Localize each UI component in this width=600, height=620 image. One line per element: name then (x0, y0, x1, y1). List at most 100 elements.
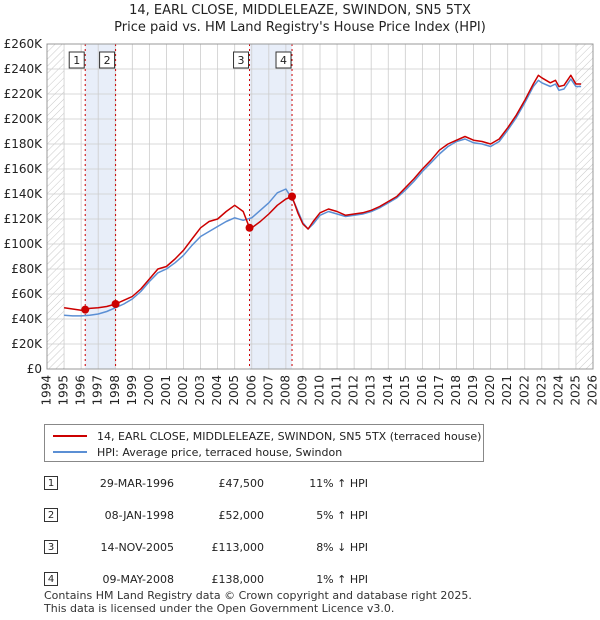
row-price: £113,000 (211, 541, 265, 554)
y-tick-label: £40K (11, 312, 43, 326)
x-tick-label: 2015 (398, 375, 412, 406)
row-date: 29-MAR-1996 (99, 477, 174, 490)
y-axis-ticks: £0 £20K £40K £60K £80K £100K £120K £140K £160K £1… (4, 37, 44, 376)
y-tick-label: £60K (11, 287, 43, 301)
series-lines (63, 74, 582, 317)
y-tick-label: £100K (4, 237, 44, 251)
x-tick-label: 2023 (534, 375, 548, 406)
table-row: 1 29-MAR-1996 £47,500 11% ↑ HPI (44, 476, 444, 492)
x-tick-label: 2010 (313, 375, 327, 406)
row-price: £52,000 (218, 509, 265, 522)
x-tick-label: 2017 (432, 375, 446, 406)
legend-swatch-hpi (53, 451, 87, 453)
x-tick-label: 2004 (210, 375, 224, 406)
x-tick-label: 2006 (244, 375, 258, 406)
transaction-point (111, 300, 120, 308)
x-tick-label: 2011 (330, 375, 344, 406)
x-tick-label: 1994 (40, 375, 54, 406)
x-tick-label: 1995 (57, 375, 71, 406)
x-tick-label: 2024 (551, 375, 565, 406)
x-axis-ticks: 1994 1995 1996 1997 1998 1999 2000 2001 2002 2003… (40, 375, 600, 406)
x-tick-label: 2012 (347, 375, 361, 406)
x-tick-label: 2022 (517, 375, 531, 406)
row-date: 08-JAN-1998 (104, 509, 174, 522)
marker-label-text: 4 (280, 54, 287, 67)
x-tick-label: 2008 (278, 375, 292, 406)
x-tick-label: 2000 (142, 375, 156, 406)
hatched-region (47, 44, 65, 369)
footer-licence: This data is licensed under the Open Gov… (44, 602, 395, 615)
x-tick-label: 2014 (381, 375, 395, 406)
row-hpi: 8% ↓ HPI (316, 541, 368, 554)
row-date: 14-NOV-2005 (100, 541, 174, 554)
x-tick-label: 2018 (449, 375, 463, 406)
x-tick-label: 2021 (500, 375, 514, 406)
row-date: 09-MAY-2008 (102, 573, 174, 586)
x-tick-label: 2025 (568, 375, 582, 406)
x-tick-label: 2001 (159, 375, 173, 406)
row-number-badge: 2 (44, 508, 58, 522)
y-tick-label: £80K (11, 262, 43, 276)
footer-copyright: Contains HM Land Registry data © Crown c… (44, 589, 472, 602)
y-tick-label: £200K (4, 112, 44, 126)
x-tick-label: 2019 (466, 375, 480, 406)
marker-label-text: 2 (104, 54, 111, 67)
x-tick-label: 2003 (193, 375, 207, 406)
legend-item-hpi: HPI: Average price, terraced house, Swin… (53, 444, 342, 460)
x-tick-label: 2026 (586, 375, 600, 406)
shaded-region (249, 44, 293, 369)
marker-label-box (275, 51, 292, 69)
marker-label-text: 3 (238, 54, 245, 67)
y-tick-label: £120K (4, 212, 44, 226)
x-tick-label: 2002 (176, 375, 190, 406)
x-tick-label: 2007 (261, 375, 275, 406)
row-hpi: 11% ↑ HPI (309, 477, 368, 490)
footer: Contains HM Land Registry data © Crown c… (44, 589, 472, 615)
chart-subtitle: Price paid vs. HM Land Registry's House … (114, 20, 486, 35)
series-line-hpi (64, 78, 582, 317)
transaction-point (245, 223, 254, 232)
marker-label-text: 1 (73, 54, 80, 67)
legend-swatch-property (53, 435, 87, 437)
row-number-badge: 1 (44, 476, 58, 490)
table-row: 3 14-NOV-2005 £113,000 8% ↓ HPI (44, 540, 444, 556)
y-tick-label: £0 (27, 362, 42, 376)
series-line-property (63, 74, 582, 312)
x-tick-label: 1997 (91, 375, 105, 406)
hatched-regions (47, 44, 593, 369)
marker-label-box (68, 51, 85, 69)
shaded-regions (85, 44, 293, 369)
row-number-badge: 4 (44, 572, 58, 586)
x-tick-label: 1999 (125, 375, 139, 406)
transaction-points (81, 192, 297, 314)
legend-label-property: 14, EARL CLOSE, MIDDLELEAZE, SWINDON, SN… (97, 429, 482, 443)
y-tick-label: £220K (4, 87, 44, 101)
x-tick-label: 2013 (364, 375, 378, 406)
plot-frame (46, 43, 594, 370)
row-hpi: 5% ↑ HPI (316, 509, 368, 522)
x-tick-label: 2020 (483, 375, 497, 406)
row-hpi: 1% ↑ HPI (316, 573, 368, 586)
x-tick-label: 1998 (108, 375, 122, 406)
x-tick-label: 1996 (74, 375, 88, 406)
hatched-region (575, 44, 593, 369)
legend: 14, EARL CLOSE, MIDDLELEAZE, SWINDON, SN… (44, 424, 484, 462)
y-tick-label: £160K (4, 162, 44, 176)
shaded-region (85, 44, 116, 369)
legend-label-hpi: HPI: Average price, terraced house, Swin… (97, 445, 343, 459)
chart-title: 14, EARL CLOSE, MIDDLELEAZE, SWINDON, SN… (129, 3, 471, 18)
y-tick-label: £240K (4, 62, 44, 76)
legend-item-property: 14, EARL CLOSE, MIDDLELEAZE, SWINDON, SN… (53, 428, 481, 444)
row-price: £138,000 (211, 573, 265, 586)
row-price: £47,500 (218, 477, 265, 490)
table-row: 2 08-JAN-1998 £52,000 5% ↑ HPI (44, 508, 444, 524)
x-tick-label: 2016 (415, 375, 429, 406)
y-tick-label: £180K (4, 137, 44, 151)
x-tick-label: 2005 (227, 375, 241, 406)
marker-labels: 1 2 3 4 (68, 51, 292, 69)
y-tick-label: £140K (4, 187, 44, 201)
y-tick-label: £20K (11, 337, 43, 351)
x-tick-label: 2009 (295, 375, 309, 406)
row-number-badge: 3 (44, 540, 58, 554)
table-row: 4 09-MAY-2008 £138,000 1% ↑ HPI (44, 572, 444, 588)
